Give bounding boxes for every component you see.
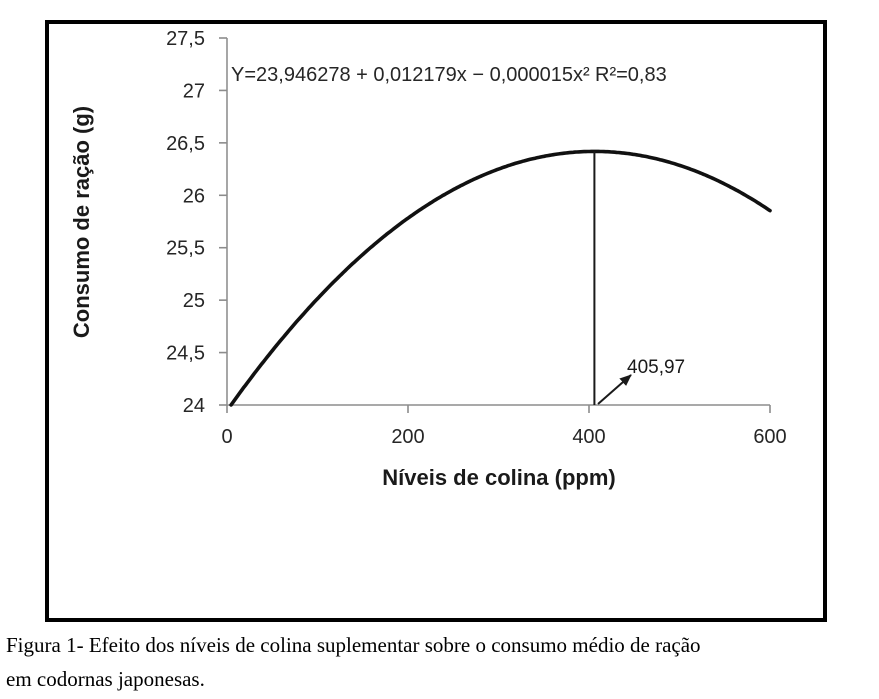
x-tick-label: 400 bbox=[572, 426, 605, 448]
axes bbox=[226, 38, 770, 406]
y-tick-label: 25,5 bbox=[166, 238, 205, 260]
figure-caption-line2: em codornas japonesas. bbox=[6, 667, 205, 691]
figure-caption-line1: Figura 1- Efeito dos níveis de colina su… bbox=[6, 633, 701, 657]
y-tick-label: 25 bbox=[183, 290, 205, 312]
y-tick-label: 27 bbox=[183, 80, 205, 102]
optimum-value-label: 405,97 bbox=[627, 357, 685, 378]
figure-caption: Figura 1- Efeito dos níveis de colina su… bbox=[6, 628, 874, 696]
y-axis-title: Consumo de ração (g) bbox=[69, 106, 94, 338]
x-axis-title: Níveis de colina (ppm) bbox=[382, 465, 616, 490]
axis-ticks: 24 24,5 25 25,5 26 26,5 27 27,5 0 200 400 600 bbox=[166, 28, 787, 448]
y-tick-label: 27,5 bbox=[166, 28, 205, 50]
x-tick-label: 0 bbox=[221, 426, 232, 448]
regression-curve-group bbox=[229, 149, 772, 407]
y-tick-label: 24 bbox=[183, 395, 205, 417]
chart-frame: 24 24,5 25 25,5 26 26,5 27 27,5 0 200 400 600 Y=23,… bbox=[45, 20, 827, 622]
regression-chart: 24 24,5 25 25,5 26 26,5 27 27,5 0 200 400 600 Y=23,… bbox=[69, 28, 787, 490]
r-squared-label: R²=0,83 bbox=[595, 64, 667, 86]
regression-curve bbox=[229, 149, 772, 407]
x-tick-label: 200 bbox=[391, 426, 424, 448]
x-tick-label: 600 bbox=[753, 426, 786, 448]
equation-label: Y=23,946278 + 0,012179x − 0,000015x² bbox=[231, 64, 590, 86]
y-tick-label: 26 bbox=[183, 185, 205, 207]
optimum-arrow bbox=[597, 374, 632, 405]
y-tick-label: 24,5 bbox=[166, 343, 205, 365]
y-tick-label: 26,5 bbox=[166, 133, 205, 155]
